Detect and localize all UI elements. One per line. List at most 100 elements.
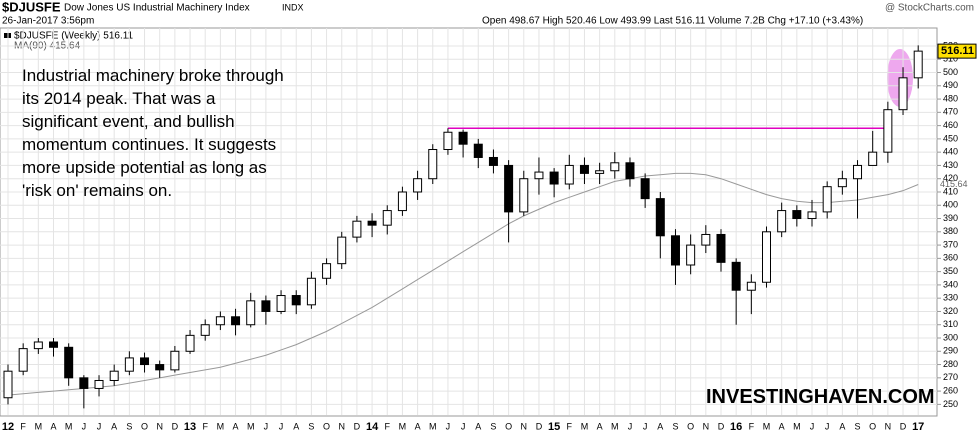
ma-value: 415.64 (940, 179, 968, 189)
x-tick-label: O (141, 421, 148, 431)
x-tick-label: F (202, 421, 208, 431)
legend-entry: $DJUSFE (Weekly) 516.11 (14, 31, 134, 42)
x-tick-label: N (338, 421, 345, 431)
candle-body (655, 198, 665, 237)
x-tick-label: A (839, 421, 845, 431)
candle-body (170, 350, 180, 371)
candle-body (822, 186, 832, 213)
watermark: INVESTINGHAVEN.COM (706, 386, 935, 408)
y-tick-label: 370 (943, 239, 958, 249)
x-tick-label: D (172, 421, 179, 431)
y-tick-label: 320 (943, 306, 958, 316)
candle-body (504, 164, 514, 213)
candle-body (185, 334, 195, 352)
candle-body (428, 149, 438, 180)
candle-body (200, 324, 210, 336)
candle-body (610, 162, 620, 172)
candle-body (64, 346, 74, 379)
candle-body (94, 379, 104, 389)
last-price-box (937, 43, 977, 59)
candle-body (792, 210, 802, 220)
candle-body (443, 131, 453, 151)
x-tick-label: F (20, 421, 26, 431)
candle-body (413, 178, 423, 193)
x-tick-label: J (82, 421, 87, 431)
candle-body (868, 151, 878, 166)
x-tick-label: D (536, 421, 543, 431)
x-tick-label: 13 (184, 421, 196, 433)
candle-body (79, 377, 89, 389)
x-tick-label: O (869, 421, 876, 431)
y-tick-label: 360 (943, 253, 958, 263)
candle-body (716, 233, 726, 263)
y-tick-label: 440 (943, 147, 958, 157)
x-tick-label: N (703, 421, 710, 431)
y-tick-label: 470 (943, 107, 958, 117)
x-tick-label: M (399, 421, 407, 431)
x-tick-label: F (385, 421, 391, 431)
x-tick-label: N (521, 421, 528, 431)
candle-body (625, 162, 635, 180)
candle-body (382, 210, 392, 226)
candle-body (549, 171, 559, 185)
candle-body (306, 277, 316, 306)
exchange: INDX (282, 2, 304, 12)
quote: Open 498.67 High 520.46 Low 493.99 Last … (482, 16, 863, 27)
x-tick-label: J (279, 421, 284, 431)
x-tick-label: A (111, 421, 117, 431)
y-tick-label: 270 (943, 372, 958, 382)
candle-body (246, 300, 256, 326)
y-tick-label: 480 (943, 93, 958, 103)
y-tick-label: 490 (943, 80, 958, 90)
x-tick-label: O (323, 421, 330, 431)
x-tick-label: O (505, 421, 512, 431)
y-tick-label: 310 (943, 319, 958, 329)
candle-body (701, 233, 711, 246)
y-tick-label: 430 (943, 160, 958, 170)
candle-body (913, 50, 923, 79)
subtitle: Dow Jones US Industrial Machinery Index (64, 3, 250, 14)
candle-body (140, 357, 150, 366)
candle-body (640, 178, 650, 200)
x-tick-label: J (461, 421, 466, 431)
x-tick-label: 16 (730, 421, 742, 433)
candle-body (155, 364, 165, 371)
candle-body (109, 370, 119, 381)
x-tick-label: 12 (2, 421, 14, 433)
y-tick-label: 420 (943, 173, 958, 183)
y-tick-label: 340 (943, 279, 958, 289)
candle-body (731, 261, 741, 291)
candle-body (670, 235, 680, 266)
x-tick-label: A (233, 421, 239, 431)
x-tick-label: M (611, 421, 619, 431)
last-price: 516.11 (941, 45, 974, 57)
x-tick-label: F (567, 421, 573, 431)
candle-body (124, 357, 134, 372)
y-tick-label: 380 (943, 226, 958, 236)
candle-body (488, 156, 498, 166)
candle-body (49, 341, 59, 348)
candle-body (352, 220, 362, 238)
annotation-line: momentum continues. It suggests (22, 135, 277, 154)
y-tick-label: 390 (943, 213, 958, 223)
x-tick-label: M (793, 421, 801, 431)
candle-body (215, 316, 225, 326)
candle-body (276, 295, 286, 312)
x-tick-label: D (354, 421, 361, 431)
x-tick-label: S (672, 421, 678, 431)
x-tick-label: A (779, 421, 785, 431)
x-tick-label: N (156, 421, 163, 431)
annotation-line: 'risk on' remains on. (22, 181, 173, 200)
candle-body (33, 341, 43, 350)
y-tick-label: 300 (943, 332, 958, 342)
candle-body (18, 348, 28, 372)
x-tick-label: J (810, 421, 815, 431)
y-tick-label: 400 (943, 200, 958, 210)
candle-body (231, 316, 241, 326)
x-tick-label: D (900, 421, 907, 431)
candle-body (534, 171, 544, 180)
candle-body (367, 220, 377, 226)
candle-body (473, 143, 483, 158)
annotation-line: significant event, and bullish (22, 112, 235, 131)
